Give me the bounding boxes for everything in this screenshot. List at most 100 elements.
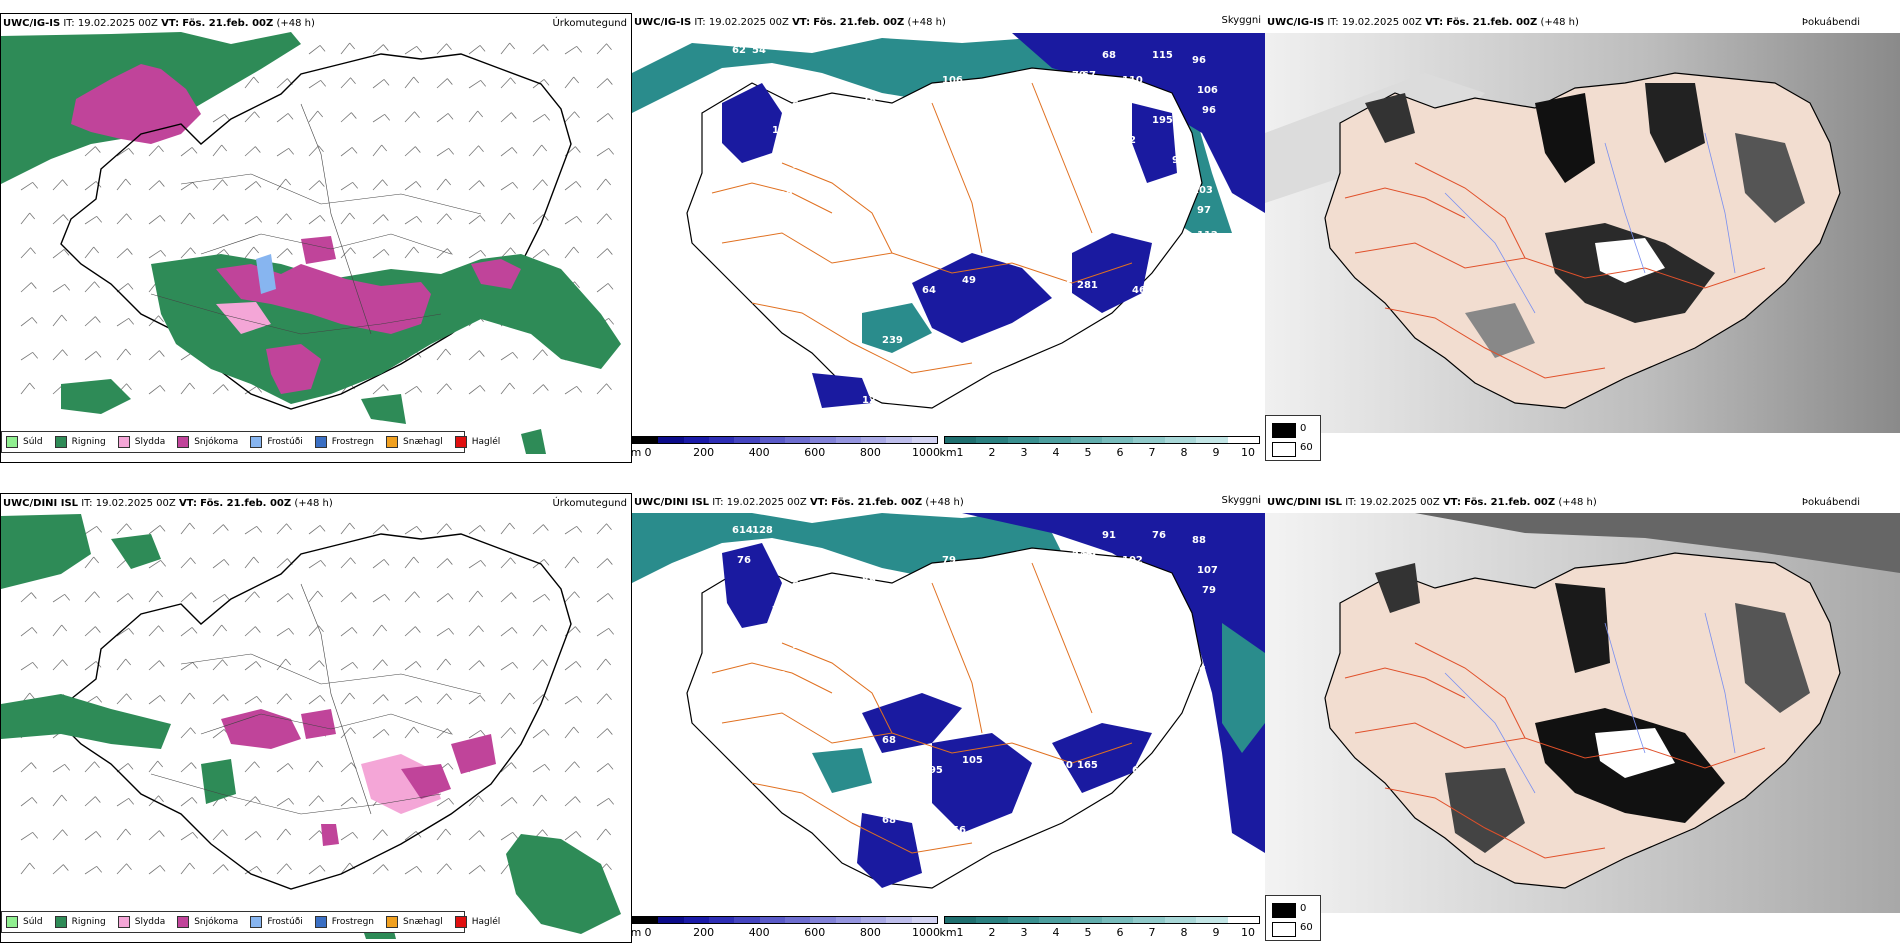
visibility-label: 78: [862, 95, 876, 106]
colorbar-segment: [658, 917, 684, 923]
visibility-panel-top: UWC/IG-IS IT: 19.02.2025 00Z VT: Fös. 21…: [632, 13, 1265, 463]
visibility-label: 62: [1132, 765, 1146, 776]
fog-area: [722, 543, 782, 628]
legend-item: Haglél: [454, 916, 500, 928]
visibility-label: 96: [1202, 105, 1216, 116]
visibility-label: 33: [862, 405, 876, 416]
visibility-colorbar-bar: [944, 916, 1260, 924]
legend-item: Snæhagl: [386, 436, 443, 448]
visibility-label: 56: [952, 825, 966, 836]
visibility-label: 64: [922, 285, 936, 296]
colorbar-tick: 6: [1116, 926, 1124, 939]
legend-item: Frostregn: [314, 916, 374, 928]
fog-area: [1052, 723, 1152, 793]
colorbar-tick: 5: [1084, 926, 1092, 939]
visibility-label: 79: [1202, 585, 1216, 596]
visibility-label: 96: [1192, 55, 1206, 66]
snow-area: [266, 344, 321, 394]
colorbar-tick: 10: [1241, 446, 1255, 459]
visibility-label: 112: [1197, 230, 1218, 241]
visibility-label: 53: [1172, 765, 1186, 776]
legend-item: Frostregn: [314, 436, 374, 448]
low-visibility-area: [1222, 623, 1265, 753]
low-visibility-area: [862, 303, 932, 353]
colorbar-tick: 600: [804, 926, 826, 939]
precip-map: [1, 32, 621, 454]
fog-area: [812, 373, 872, 408]
visibility-label: 106: [1197, 85, 1218, 96]
colorbar-tick: 1: [956, 446, 964, 459]
visibility-label: 86: [1062, 505, 1076, 516]
colorbar-segment: [633, 437, 659, 443]
colorbar-segment: [835, 437, 861, 443]
colorbar-tick: 8: [1180, 926, 1188, 939]
colorbar-segment: [633, 917, 659, 923]
legend-item: Haglél: [454, 436, 500, 448]
visibility-label: 110: [1052, 760, 1073, 771]
visibility-label: 88: [1192, 535, 1206, 546]
legend-swatch: [117, 916, 130, 928]
precip-legend: Súld Rigning Slydda Snjókoma Frostúði Fr…: [1, 911, 500, 933]
visibility-label: 68: [882, 735, 896, 746]
precip-panel-top: UWC/IG-IS IT: 19.02.2025 00Z VT: Fös. 21…: [0, 13, 632, 463]
visibility-label: 90: [1092, 165, 1106, 176]
visibility-label: 50: [1012, 820, 1026, 831]
rain-area: [521, 429, 546, 454]
snow-area: [71, 64, 201, 144]
visibility-label: 99: [922, 375, 936, 386]
visibility-label: 195: [922, 765, 943, 776]
legend-item: Súld: [6, 916, 43, 928]
snow-area: [451, 734, 496, 774]
height-colorbar-bar: [632, 436, 938, 444]
visibility-label: 107: [1177, 270, 1198, 281]
legend-swatch: [6, 916, 18, 928]
visibility-label: 105: [962, 755, 983, 766]
visibility-label: 36: [982, 395, 996, 406]
colorbar-segment: [658, 437, 684, 443]
snow-area: [321, 824, 339, 846]
sleet-area: [216, 302, 271, 334]
colorbar-segment: [1039, 917, 1071, 923]
cloud-legend: 0 60: [1265, 415, 1321, 461]
visibility-label: 89: [862, 575, 876, 586]
colorbar-segment: [860, 917, 887, 923]
colorbar-segment: [1227, 917, 1260, 923]
colorbar-tick: 6: [1116, 446, 1124, 459]
precip-legend: Súld Rigning Slydda Snjókoma Frostúði Fr…: [1, 431, 500, 453]
visibility-label: 92: [1122, 135, 1136, 146]
rain-area: [506, 834, 621, 934]
legend-swatch: [454, 916, 467, 928]
visibility-colorbar: km 1 2 3 4 5 6 7 8 9 10: [939, 436, 1262, 460]
colorbar-segment: [784, 437, 811, 443]
colorbar-tick: 2: [988, 926, 996, 939]
fog-area: [1132, 103, 1177, 183]
colorbar-segment: [734, 437, 760, 443]
iceland-coastline: [60, 53, 572, 410]
visibility-label: 70: [1062, 25, 1076, 36]
visibility-label: 54: [752, 45, 766, 56]
visibility-label: 12: [862, 395, 876, 406]
precip-panel-bottom: UWC/DINI ISL IT: 19.02.2025 00Z VT: Fös.…: [0, 493, 632, 943]
legend-item: Frostúði: [250, 436, 303, 448]
colorbar-segment: [1102, 437, 1134, 443]
visibility-label: 102: [772, 190, 793, 201]
legend-swatch: [314, 916, 327, 928]
visibility-label: 614: [732, 525, 753, 536]
colorbar-segment: [708, 917, 735, 923]
legend-swatch: [314, 436, 327, 448]
visibility-label: 195: [1152, 115, 1173, 126]
legend-swatch: [250, 916, 263, 928]
visibility-label: 88: [792, 160, 806, 171]
colorbar-tick: 600: [804, 446, 826, 459]
colorbar-segment: [810, 437, 836, 443]
visibility-label: 137: [1052, 840, 1073, 851]
visibility-label: 76: [1152, 530, 1166, 541]
panel-label: Skyggni: [1221, 495, 1261, 506]
legend-swatch: [386, 916, 399, 928]
visibility-label: 79: [942, 555, 956, 566]
visibility-label: 82: [772, 385, 786, 396]
visibility-label: 91: [1102, 530, 1116, 541]
rain-area: [201, 759, 236, 804]
legend-swatch: [454, 436, 467, 448]
colorbar-segment: [835, 917, 861, 923]
